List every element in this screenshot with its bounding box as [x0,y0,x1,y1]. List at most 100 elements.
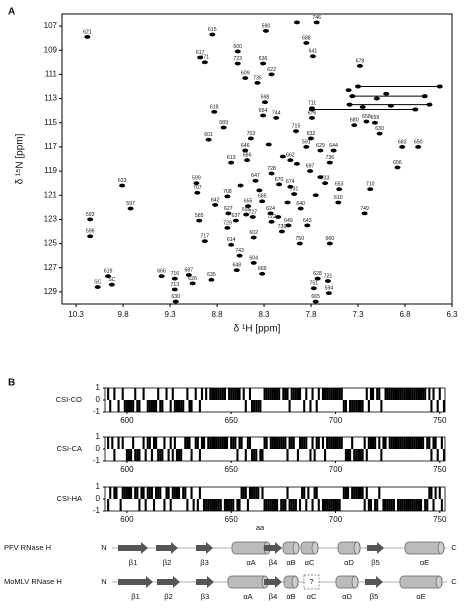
y-tick-label: -1 [93,407,101,416]
csi-bar [167,487,170,499]
element-label: αD [342,592,352,601]
csi-bar [328,437,331,449]
csi-bar [205,388,208,400]
element-label: αA [243,592,252,601]
peak [220,125,227,130]
csi-bar [146,437,149,449]
csi-bar [417,499,420,511]
csi-bar [230,437,233,449]
csi-bar [219,499,222,511]
peak-label: 723 [233,56,242,62]
csi-bar [301,437,304,449]
peak [242,76,249,80]
peak-label: 654 [259,108,268,114]
csi-bar [386,499,389,511]
csi-bar [438,388,441,400]
csi-bar [134,449,137,461]
peak-label: 597 [126,201,135,207]
csi-bar [198,487,201,499]
peak-label: 599 [192,176,201,182]
csi-bar [236,388,239,400]
csi-bar [178,487,181,499]
csi-bar [317,437,320,449]
peak-label: 590 [262,23,271,29]
csi-bar [265,499,268,511]
csi-bar [338,499,341,511]
csi-bar [155,437,158,449]
peak-label: 655 [244,199,253,205]
csi-bar [276,499,279,511]
csi-bar [236,449,239,461]
element-label: β2 [164,592,173,601]
csi-bar [125,400,128,412]
csi-bar [401,388,404,400]
csi-bar [169,499,172,511]
csi-bar [326,437,329,449]
csi-bar [280,437,283,449]
csi-bar [271,437,274,449]
beta-strand [367,542,384,554]
series-name: CSI-CO [56,395,82,404]
csi-bar [388,437,391,449]
peak-label: 640 [296,201,305,207]
csi-bar [107,388,110,400]
csi-bar [407,437,410,449]
peak-label: 628 [313,271,322,277]
csi-bar [296,449,299,461]
peak [242,148,249,153]
peak [224,225,231,230]
csi-bar [142,388,145,400]
csi-bar [150,449,153,461]
csi-bar [440,499,443,511]
peak [326,241,333,246]
csi-bar [109,400,112,412]
uncertain-helix [303,574,320,590]
peak [209,32,216,37]
peak [312,193,319,198]
csi-bar [244,400,247,412]
peak [356,64,363,68]
peak [228,242,235,247]
peak [314,276,321,281]
csi-bar [286,388,289,400]
csi-bar [248,487,252,499]
csi-bar [109,487,112,499]
y-tick-label: -1 [93,456,101,465]
csi-bar [246,437,249,449]
peak [293,129,299,134]
csi-bar [242,487,245,499]
csi-bar [405,437,408,449]
csi-bar [417,437,420,449]
csi-bar [219,388,222,400]
element-label: β3 [201,592,210,601]
peak-label: 633 [118,178,127,184]
helix-end [291,575,299,589]
csi-bar [163,437,166,449]
csi-bar [349,400,352,412]
peak [267,211,274,216]
peak [308,106,315,111]
peak-label: 695 [242,207,251,213]
csi-bar [378,388,381,400]
csi-bar [357,487,360,499]
csi-bar [438,487,441,499]
peak [310,286,317,291]
csi-bar [401,437,404,449]
csi-bar [436,449,439,461]
csi-bar [146,400,149,412]
y-tick-label: 111 [45,70,58,79]
peak [201,60,208,65]
csi-bar [117,437,120,449]
peak [259,271,266,276]
csi-bar [221,388,224,400]
csi-bar [334,388,337,400]
csi-bar [236,499,239,511]
peak [244,158,251,163]
csi-bar [361,400,364,412]
csi-bar [209,388,212,400]
csi-bar [244,487,247,499]
peak-label: 648 [232,263,241,269]
csi-bar [127,400,131,412]
csi-bar [288,499,291,511]
peak [309,54,316,59]
